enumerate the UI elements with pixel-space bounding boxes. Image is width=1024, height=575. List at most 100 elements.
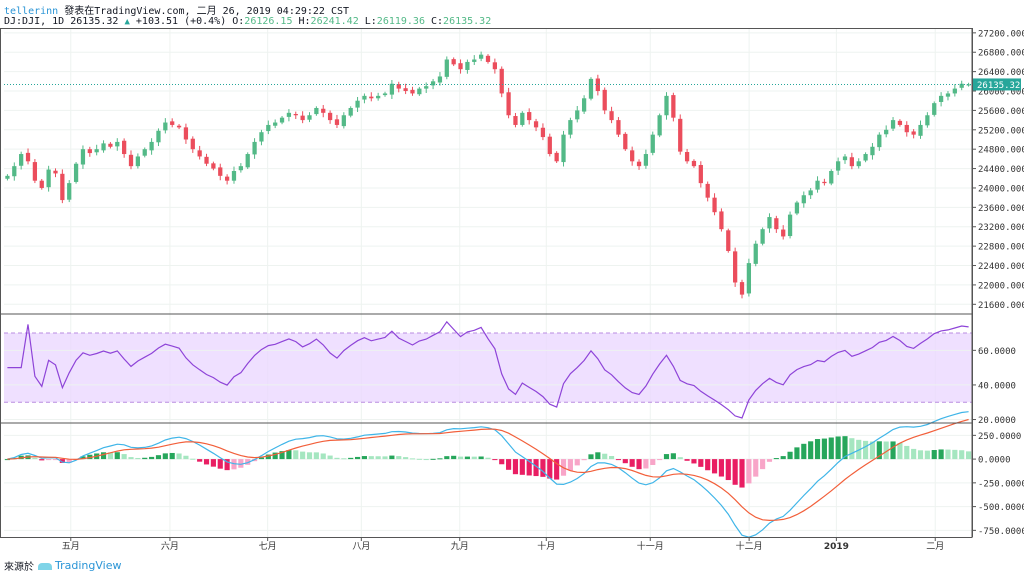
macd-histogram-bar xyxy=(52,459,59,461)
candle-body xyxy=(417,88,422,95)
candle-body xyxy=(581,98,587,112)
source-label: 來源於 xyxy=(4,562,34,573)
username-link[interactable]: tellerinn xyxy=(4,6,59,17)
macd-histogram-bar xyxy=(657,459,663,461)
open-label: O: xyxy=(232,16,245,27)
macd-histogram-bar xyxy=(217,459,223,469)
macd-histogram-bar xyxy=(506,459,512,470)
macd-histogram-bar xyxy=(313,452,319,460)
macd-histogram-bar xyxy=(279,451,285,460)
macd-histogram-bar xyxy=(746,459,752,484)
macd-histogram-bar xyxy=(869,441,876,460)
candle-body xyxy=(630,150,635,162)
price-axis-tick-label: 22400.000 xyxy=(978,262,1024,272)
macd-histogram-bar xyxy=(911,448,917,460)
macd-histogram-bar xyxy=(203,459,210,465)
candle-body xyxy=(822,181,827,184)
macd-histogram-bar xyxy=(705,459,711,471)
candle-body xyxy=(444,59,449,77)
macd-histogram-bar xyxy=(361,456,367,460)
candle-body xyxy=(938,95,944,102)
candle-body xyxy=(218,167,223,176)
macd-histogram-bar xyxy=(46,459,52,461)
macd-histogram-bar xyxy=(389,455,395,460)
candle-body xyxy=(19,154,24,166)
candle-body xyxy=(650,134,655,153)
macd-histogram-bar xyxy=(348,457,354,460)
time-axis-label: 六月 xyxy=(161,540,179,552)
candle-body xyxy=(245,154,250,168)
macd-histogram-bar xyxy=(897,443,903,460)
macd-histogram-bar xyxy=(375,456,381,460)
candle-body xyxy=(739,282,745,295)
candle-body xyxy=(252,141,257,155)
candle-body xyxy=(94,149,99,153)
candle-body xyxy=(918,124,923,136)
macd-histogram-bar xyxy=(59,459,65,463)
candle-body xyxy=(465,61,470,70)
close-label: C: xyxy=(431,16,444,27)
candle-body xyxy=(266,124,271,132)
time-axis-label: 七月 xyxy=(259,541,277,552)
candle-body xyxy=(293,113,298,116)
candle-body xyxy=(808,190,813,196)
candle-body xyxy=(890,120,896,129)
price-axis-tick-label: 23200.000 xyxy=(978,223,1024,233)
candle-body xyxy=(424,86,429,89)
macd-histogram-bar xyxy=(890,441,896,460)
macd-histogram-bar xyxy=(149,456,155,460)
macd-histogram-bar xyxy=(272,452,278,460)
candle-body xyxy=(149,141,154,151)
price-axis-tick-label: 24800.000 xyxy=(978,146,1024,156)
candle-body xyxy=(643,154,649,166)
macd-histogram-bar xyxy=(526,459,532,476)
candle-body xyxy=(657,115,662,136)
candle-body xyxy=(547,136,552,155)
low-value: 26119.36 xyxy=(376,16,425,27)
macd-histogram-bar xyxy=(677,457,683,460)
macd-histogram-bar xyxy=(883,441,889,460)
macd-histogram-bar xyxy=(842,436,848,460)
macd-histogram-bar xyxy=(293,450,299,460)
candle-body xyxy=(211,163,216,169)
candle-body xyxy=(595,78,600,92)
candle-body xyxy=(719,211,724,230)
price-axis-tick-label: 26400.000 xyxy=(978,68,1024,78)
candle-body xyxy=(437,76,443,83)
open-value: 26126.15 xyxy=(244,16,293,27)
price-axis-tick-label: 26000.000 xyxy=(978,88,1024,98)
candle-body xyxy=(115,141,120,147)
last-price: 26135.32 xyxy=(70,16,119,27)
candle-body xyxy=(520,112,525,125)
candle-body xyxy=(190,138,195,150)
macd-histogram-bar xyxy=(183,455,189,460)
macd-histogram-bar xyxy=(547,459,553,479)
tradingview-cloud-icon xyxy=(38,561,52,570)
candle-body xyxy=(678,118,683,152)
macd-histogram-bar xyxy=(808,441,814,460)
macd-histogram-bar xyxy=(382,456,388,460)
macd-histogram-bar xyxy=(306,452,313,460)
candle-body xyxy=(856,161,861,167)
candle-body xyxy=(540,127,546,138)
tradingview-logo[interactable]: TradingView xyxy=(38,559,121,572)
macd-histogram-bar xyxy=(760,459,766,470)
publish-info: tellerinn 發表在TradingView.com, 二月 26, 201… xyxy=(4,2,349,17)
price-axis-tick-label: 27200.000 xyxy=(978,29,1024,39)
macd-histogram-bar xyxy=(512,459,519,475)
macd-histogram-bar xyxy=(794,447,800,460)
high-label: H: xyxy=(298,16,311,27)
candle-body xyxy=(279,117,285,123)
candle-body xyxy=(403,88,408,92)
candle-body xyxy=(925,115,930,126)
candle-body xyxy=(897,120,903,125)
macd-histogram-bar xyxy=(876,441,882,460)
candle-body xyxy=(849,157,854,167)
time-axis-label: 二月 xyxy=(926,541,944,552)
macd-histogram-bar xyxy=(863,440,869,460)
candle-body xyxy=(733,251,738,283)
price-axis-tick-label: 25600.000 xyxy=(978,107,1024,117)
macd-histogram-bar xyxy=(773,458,779,460)
candle-body xyxy=(884,129,889,135)
candle-body xyxy=(204,156,209,164)
